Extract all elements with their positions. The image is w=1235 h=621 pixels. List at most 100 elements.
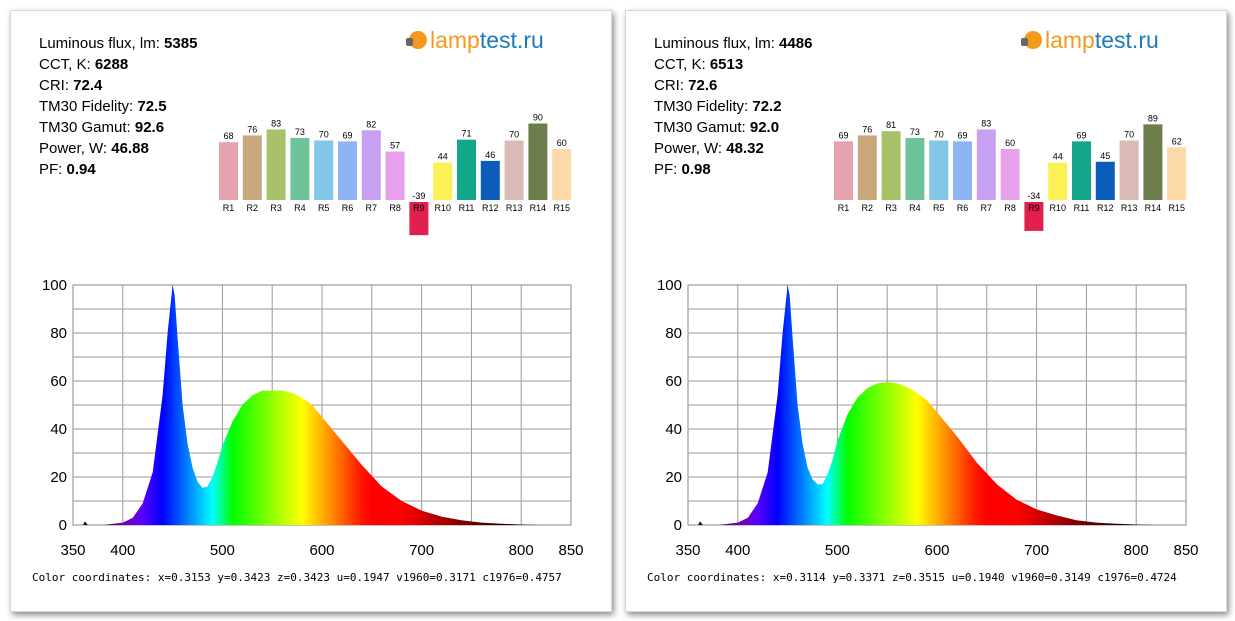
cri-bar-r13 xyxy=(1119,140,1139,200)
cri-category-label: R14 xyxy=(530,203,547,213)
cri-category-label: R15 xyxy=(1168,203,1185,213)
luminous-flux: Luminous flux, lm: 4486 xyxy=(654,35,813,52)
cri-value-label: 82 xyxy=(366,119,376,129)
cri-bar-r8 xyxy=(385,151,405,200)
cri-r-values-chart: 69 R1 76 R2 81 R3 73 R4 70 R5 69 R6 83 R7 60 R8 -34 R9 44 R… xyxy=(834,113,1187,231)
cri-category-label: R11 xyxy=(1074,203,1090,213)
y-tick-label: 0 xyxy=(674,517,682,534)
cri-category-label: R4 xyxy=(909,203,921,213)
tm30-gamut: TM30 Gamut: 92.6 xyxy=(39,119,165,136)
x-tick-label: 500 xyxy=(825,542,850,559)
cri-category-label: R12 xyxy=(482,203,499,213)
report-panel-left: Luminous flux, lm: 5385 CCT, K: 6288 CRI… xyxy=(10,10,612,612)
cri-category-label: R1 xyxy=(838,203,850,213)
x-tick-label: 400 xyxy=(110,542,135,559)
cri-bar-r8 xyxy=(1000,149,1020,200)
cri-value-label: 70 xyxy=(509,130,519,140)
x-tick-label: 500 xyxy=(210,542,235,559)
tm30-gamut: TM30 Gamut: 92.0 xyxy=(654,119,780,136)
cri-category-label: R4 xyxy=(294,203,306,213)
y-tick-label: 40 xyxy=(50,421,67,438)
x-tick-label: 800 xyxy=(1124,542,1149,559)
spectrum-chart: 350 400 500 600 700 800 850 0 20 40 60 80 100 xyxy=(42,277,584,559)
cri-bar-r5 xyxy=(314,140,334,200)
x-tick-label: 700 xyxy=(409,542,434,559)
cri-value-label: 69 xyxy=(957,130,967,140)
logo-text-domain: test.ru xyxy=(1094,27,1159,53)
cri-value-label: 69 xyxy=(1076,130,1086,140)
cri-category-label: R6 xyxy=(957,203,969,213)
cri-value-label: 76 xyxy=(862,124,872,134)
y-tick-label: 40 xyxy=(665,421,682,438)
cri-bar-r11 xyxy=(457,139,476,200)
cri-value-label: 44 xyxy=(438,152,448,162)
cri: CRI: 72.6 xyxy=(654,77,718,94)
cri-value-label: -34 xyxy=(1027,191,1040,201)
x-tick-label: 700 xyxy=(1024,542,1049,559)
cri-value-label: 44 xyxy=(1053,152,1063,162)
cri-category-label: R8 xyxy=(1004,203,1016,213)
cct: CCT, K: 6513 xyxy=(654,56,744,73)
cct: CCT, K: 6288 xyxy=(39,56,129,73)
tm30-fidelity: TM30 Fidelity: 72.5 xyxy=(39,98,167,115)
cri-category-label: R15 xyxy=(553,203,570,213)
y-tick-label: 60 xyxy=(50,373,67,390)
y-tick-label: 100 xyxy=(657,277,682,294)
cri-value-label: 76 xyxy=(247,124,257,134)
cri-value-label: 46 xyxy=(485,150,495,160)
cri-bar-r2 xyxy=(242,135,262,200)
y-tick-label: 60 xyxy=(665,373,682,390)
cri-bar-r14 xyxy=(528,123,548,200)
cri-bar-r5 xyxy=(929,140,949,200)
cri-category-label: R5 xyxy=(318,203,330,213)
cri-bar-r4 xyxy=(290,137,310,200)
power: Power, W: 48.32 xyxy=(654,140,764,157)
cri-r-values-chart: 68 R1 76 R2 83 R3 73 R4 70 R5 69 R6 82 R7 57 R8 -39 R9 44 R… xyxy=(219,113,572,236)
cri-category-label: R11 xyxy=(459,203,475,213)
x-tick-label: 350 xyxy=(60,542,85,559)
cri-value-label: 73 xyxy=(295,127,305,137)
cri-category-label: R13 xyxy=(506,203,523,213)
spectrum-area xyxy=(82,285,572,525)
x-tick-label: 400 xyxy=(725,542,750,559)
x-tick-label: 800 xyxy=(509,542,534,559)
cri-bar-r15 xyxy=(552,149,572,200)
cri-bar-r15 xyxy=(1167,147,1187,200)
spectrum-area xyxy=(697,285,1186,525)
x-tick-label: 350 xyxy=(675,542,700,559)
power-factor: PF: 0.98 xyxy=(654,161,711,178)
cri-category-label: R13 xyxy=(1121,203,1138,213)
y-tick-label: 0 xyxy=(59,517,67,534)
cri-bar-r13 xyxy=(504,140,524,200)
bulb-icon xyxy=(406,31,427,49)
cri-category-label: R2 xyxy=(862,203,874,213)
cri-bar-r9 xyxy=(409,202,429,236)
x-tick-label: 600 xyxy=(309,542,334,559)
cri-value-label: 71 xyxy=(461,129,471,139)
cri-value-label: 62 xyxy=(1172,136,1182,146)
luminous-flux: Luminous flux, lm: 5385 xyxy=(39,35,198,52)
cri-category-label: R14 xyxy=(1145,203,1162,213)
cri-category-label: R1 xyxy=(223,203,235,213)
cri-value-label: 83 xyxy=(271,118,281,128)
cri-value-label: 69 xyxy=(342,130,352,140)
cri-value-label: 60 xyxy=(557,138,567,148)
lamp-stats: Luminous flux, lm: 5385 CCT, K: 6288 CRI… xyxy=(39,33,197,180)
cri-value-label: 70 xyxy=(1124,130,1134,140)
cri-value-label: 57 xyxy=(390,141,400,151)
cri-category-label: R7 xyxy=(366,203,378,213)
y-tick-label: 80 xyxy=(50,325,67,342)
cri-value-label: 81 xyxy=(886,120,896,130)
cri-category-label: R3 xyxy=(270,203,282,213)
cri-value-label: 89 xyxy=(1148,113,1158,123)
cri-value-label: 45 xyxy=(1100,151,1110,161)
cri-value-label: 70 xyxy=(319,130,329,140)
cri-value-label: -39 xyxy=(412,191,425,201)
cri-value-label: 73 xyxy=(910,127,920,137)
y-tick-label: 100 xyxy=(42,277,67,294)
report-panel-right: Luminous flux, lm: 4486 CCT, K: 6513 CRI… xyxy=(625,10,1227,612)
y-tick-label: 80 xyxy=(665,325,682,342)
tm30-fidelity: TM30 Fidelity: 72.2 xyxy=(654,98,782,115)
cri-bar-r10 xyxy=(1048,162,1068,200)
y-tick-label: 20 xyxy=(665,469,682,486)
